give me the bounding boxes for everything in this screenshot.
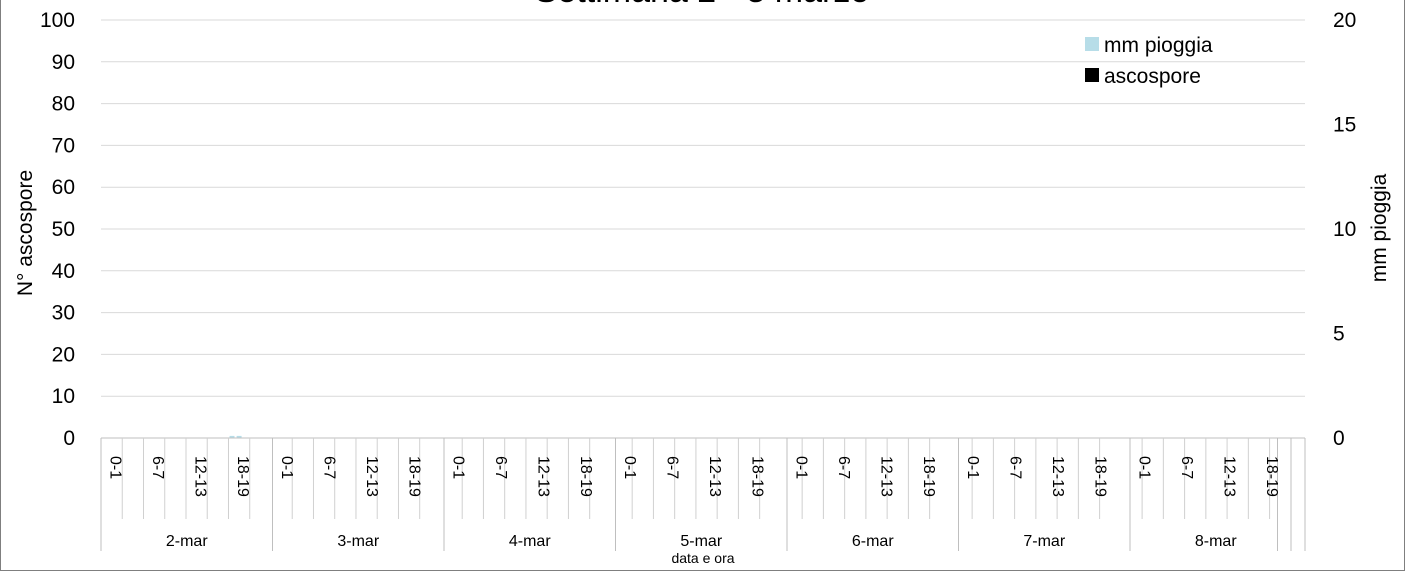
x-hour-label: 0-1: [621, 456, 638, 479]
y-left-tick-label: 80: [52, 93, 75, 116]
y-left-tick-label: 30: [52, 302, 75, 325]
x-hour-label: 6-7: [321, 456, 338, 479]
y-left-tick-label: 100: [40, 9, 75, 32]
x-hour-label: 18-19: [920, 456, 937, 497]
x-day-label: 3-mar: [337, 533, 379, 550]
x-hour-label: 18-19: [749, 456, 766, 497]
bar-rain: [236, 435, 242, 438]
x-day-label: 8-mar: [1195, 533, 1237, 550]
x-day-label: 5-mar: [680, 533, 722, 550]
y-right-tick-label: 15: [1333, 114, 1356, 137]
x-hour-label: 0-1: [1136, 456, 1153, 479]
bar-rain: [229, 435, 235, 438]
gridlines: [101, 19, 1305, 397]
x-hour-label: 6-7: [1007, 456, 1024, 479]
legend-label-rain: mm pioggia: [1104, 34, 1213, 57]
y-right-tick-label: 10: [1333, 218, 1356, 241]
y-axis-left-label: N° ascospore: [14, 170, 37, 296]
x-hour-label: 18-19: [1092, 456, 1109, 497]
x-hour-label: 0-1: [964, 456, 981, 479]
legend-swatch-ascospore: [1085, 68, 1099, 82]
x-hour-label: 12-13: [192, 456, 209, 497]
y-left-tick-label: 40: [52, 260, 75, 283]
x-axis: 2-mar 0-1 6-7 12-13 18-19 3-mar 0-1 6-7 12-13 18-…: [100, 437, 1306, 551]
x-hour-label: 18-19: [234, 456, 251, 497]
chart-title: Settimana 2 - 8 marzo: [535, 0, 869, 10]
x-hour-label: 0-1: [450, 456, 467, 479]
y-left-tick-label: 60: [52, 176, 75, 199]
x-hour-label: 6-7: [492, 456, 509, 479]
y-left-tick-label: 50: [52, 218, 75, 241]
legend-swatch-rain: [1085, 37, 1099, 51]
legend: mm pioggia ascospore: [1085, 34, 1213, 88]
x-day-label: 7-mar: [1023, 533, 1065, 550]
x-hour-label: 0-1: [107, 456, 124, 479]
x-day-label: 2-mar: [166, 533, 208, 550]
y-right-tick-label: 20: [1333, 9, 1356, 32]
y-left-tick-label: 20: [52, 343, 75, 366]
y-right-tick-label: 5: [1333, 323, 1345, 346]
x-hour-label: 18-19: [406, 456, 423, 497]
x-hour-label: 12-13: [706, 456, 723, 497]
y-left-tick-label: 10: [52, 385, 75, 408]
x-axis-label: data e ora: [671, 550, 734, 566]
y-left-tick-label: 70: [52, 134, 75, 157]
x-hour-label: 18-19: [577, 456, 594, 497]
y-left-tick-label: 90: [52, 51, 75, 74]
x-day-label: 6-mar: [852, 533, 894, 550]
x-hour-label: 12-13: [535, 456, 552, 497]
x-hour-label: 12-13: [1049, 456, 1066, 497]
x-hour-label: 6-7: [1178, 456, 1195, 479]
y-axis-right-label: mm pioggia: [1368, 173, 1391, 282]
x-hour-label: 12-13: [878, 456, 895, 497]
x-hour-label: 12-13: [363, 456, 380, 497]
x-hour-label: 18-19: [1263, 456, 1280, 497]
x-day-label: 4-mar: [509, 533, 551, 550]
bars: [229, 435, 242, 438]
y-axis-left-ticks: 0 10 20 30 40 50 60 70 80 90 100: [40, 9, 75, 450]
x-hour-label: 12-13: [1221, 456, 1238, 497]
x-hour-label: 0-1: [793, 456, 810, 479]
y-right-tick-label: 0: [1333, 427, 1345, 450]
x-hour-label: 6-7: [149, 456, 166, 479]
y-axis-right-ticks: 0 5 10 15 20: [1333, 9, 1356, 450]
y-left-tick-label: 0: [63, 427, 75, 450]
x-hour-label: 0-1: [278, 456, 295, 479]
x-hour-label: 6-7: [664, 456, 681, 479]
legend-label-ascospore: ascospore: [1104, 65, 1201, 88]
x-hour-label: 6-7: [835, 456, 852, 479]
